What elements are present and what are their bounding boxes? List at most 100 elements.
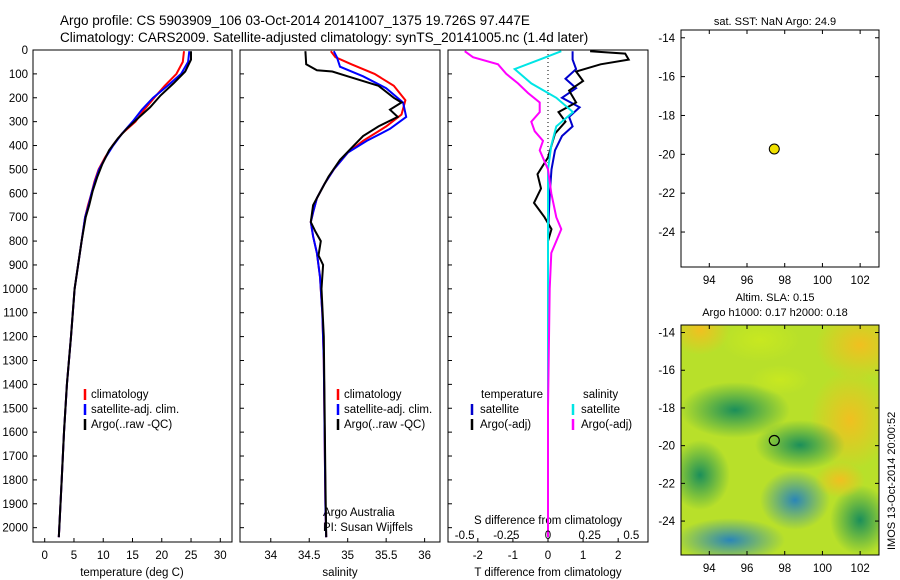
legend-label: satellite-adj. clim. [344, 404, 432, 416]
series-line-0-1 [57, 51, 191, 538]
sst-axes-box [680, 29, 880, 268]
argo-location-point [768, 143, 780, 155]
series-line-0-0 [57, 51, 185, 538]
depth-tick-label: 800 [9, 236, 28, 248]
sla-map-y-tick-label: -16 [658, 365, 675, 377]
depth-tick-label: 100 [9, 69, 28, 81]
legend-label: Argo(-adj) [480, 419, 531, 431]
x-tick-label: 35.5 [375, 550, 397, 562]
sla-title-line1: Altim. SLA: 0.15 [736, 292, 815, 304]
depth-tick-label: 1600 [2, 427, 28, 439]
sst-map-y-tick-label: -14 [658, 33, 675, 45]
sla-heatmap [681, 325, 879, 555]
temperature-x-label: temperature (deg C) [80, 567, 184, 579]
x-tick-label: 15 [126, 550, 139, 562]
depth-tick-label: 1700 [2, 451, 28, 463]
depth-tick-label: 700 [9, 212, 28, 224]
x-tick-label: 2 [615, 550, 621, 562]
legend-title-temperature: temperature [481, 389, 543, 401]
x-tick-label: 30 [214, 550, 227, 562]
depth-tick-label: 1400 [2, 379, 28, 391]
plot-layer: 0100200300400500600700800900100011001200… [2, 30, 879, 575]
depth-tick-label: 600 [9, 188, 28, 200]
depth-tick-label: 1900 [2, 499, 28, 511]
series-line-2-3 [464, 50, 563, 538]
temperature-panel: temperature (deg C) [32, 49, 233, 579]
sst-map-y-tick-label: -16 [658, 72, 675, 84]
depth-tick-label: 400 [9, 141, 28, 153]
sla-map-y-tick-label: -20 [658, 441, 675, 453]
s-diff-tick-label: -0.5 [455, 530, 475, 542]
sst-map-x-tick-label: 94 [703, 275, 716, 287]
depth-tick-label: 2000 [2, 523, 28, 535]
sla-map-x-tick-label: 96 [741, 563, 754, 575]
sst-location-panel: sat. SST: NaN Argo: 24.9 [680, 16, 880, 268]
s-diff-tick-label: 0 [545, 530, 551, 542]
legend-label: Argo(..raw -QC) [344, 419, 425, 431]
t-difference-x-label: T difference from climatology [474, 567, 621, 579]
sst-map-y-tick-label: -22 [658, 188, 675, 200]
sla-map-x-tick-label: 98 [778, 563, 791, 575]
s-diff-tick-label: 0.5 [623, 530, 639, 542]
legend-title-salinity: salinity [583, 389, 618, 401]
sst-map-y-tick-label: -20 [658, 149, 675, 161]
sst-map-x-tick-label: 96 [741, 275, 754, 287]
depth-tick-label: 1500 [2, 403, 28, 415]
sla-map-x-tick-label: 94 [703, 563, 716, 575]
sla-map-x-tick-label: 100 [813, 563, 832, 575]
s-diff-tick-label: -0.25 [493, 530, 519, 542]
x-tick-label: 36 [418, 550, 431, 562]
legend-label: satellite-adj. clim. [91, 404, 179, 416]
legend-label: climatology [91, 389, 149, 401]
s-diff-tick-label: 0.25 [578, 530, 600, 542]
legend-label: climatology [344, 389, 402, 401]
x-tick-label: 34 [264, 550, 277, 562]
x-tick-label: -2 [473, 550, 483, 562]
series-line-2-2 [512, 50, 575, 538]
depth-tick-label: 200 [9, 93, 28, 105]
legend-label: Argo(-adj) [581, 419, 632, 431]
depth-tick-label: 500 [9, 164, 28, 176]
x-tick-label: -1 [508, 550, 518, 562]
sla-map-y-tick-label: -22 [658, 478, 675, 490]
legend-label: satellite [581, 404, 620, 416]
sla-title-line2: Argo h1000: 0.17 h2000: 0.18 [702, 307, 848, 319]
sst-map-x-tick-label: 102 [851, 275, 870, 287]
x-tick-label: 20 [155, 550, 168, 562]
depth-tick-label: 1800 [2, 475, 28, 487]
x-tick-label: 0 [545, 550, 551, 562]
series-line-1-2 [304, 51, 404, 538]
sst-map-x-tick-label: 100 [813, 275, 832, 287]
sst-map-y-tick-label: -24 [658, 227, 675, 239]
x-tick-label: 10 [97, 550, 110, 562]
sst-map-y-tick-label: -18 [658, 110, 675, 122]
legend-label: satellite [480, 404, 519, 416]
depth-tick-label: 0 [22, 45, 28, 57]
salinity-annotation-line2: PI: Susan Wijffels [323, 522, 413, 534]
sla-map-y-tick-label: -24 [658, 516, 675, 528]
sla-map-panel: Altim. SLA: 0.15 Argo h1000: 0.17 h2000:… [680, 292, 880, 556]
sla-map-y-tick-label: -14 [658, 328, 675, 340]
imos-timestamp: IMOS 13-Oct-2014 20:00:52 [886, 412, 898, 550]
depth-tick-label: 1300 [2, 355, 28, 367]
depth-tick-label: 1200 [2, 332, 28, 344]
salinity-panel: salinity Argo Australia PI: Susan Wijffe… [239, 49, 441, 579]
figure-title-line1: Argo profile: CS 5903909_106 03-Oct-2014… [60, 13, 530, 28]
x-tick-label: 1 [580, 550, 586, 562]
legend-label: Argo(..raw -QC) [91, 419, 172, 431]
argo-location-marker [768, 434, 780, 447]
salinity-axes-box [239, 49, 441, 543]
sla-map-x-tick-label: 102 [851, 563, 870, 575]
depth-tick-label: 900 [9, 260, 28, 272]
x-tick-label: 0 [42, 550, 48, 562]
depth-tick-label: 1000 [2, 284, 28, 296]
x-tick-label: 35 [341, 550, 354, 562]
sst-map-x-tick-label: 98 [778, 275, 791, 287]
depth-tick-label: 1100 [3, 308, 28, 320]
salinity-annotation-line1: Argo Australia [323, 507, 395, 519]
x-tick-label: 5 [71, 550, 77, 562]
depth-tick-label: 300 [9, 117, 28, 129]
sla-axes-box [680, 324, 880, 556]
sst-title: sat. SST: NaN Argo: 24.9 [714, 16, 836, 28]
